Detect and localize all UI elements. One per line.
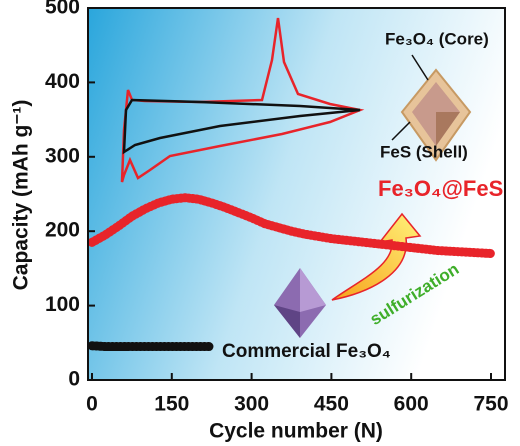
shell-pointer <box>391 121 411 141</box>
y-tick-label: 500 <box>45 0 80 19</box>
y-axis-label: Capacity (mAh g⁻¹) <box>10 100 33 291</box>
y-tick-label: 400 <box>45 70 80 93</box>
y-tick-label: 200 <box>45 219 80 242</box>
core-pointer <box>411 54 429 81</box>
core-label: Fe₃O₄ (Core) <box>385 29 489 48</box>
plot-frame <box>87 7 506 381</box>
core-icon-shade <box>436 112 460 146</box>
series-line <box>87 341 217 352</box>
octahedron-face <box>300 268 326 312</box>
x-tick-label: 750 <box>473 393 508 416</box>
shell-label: FeS (Shell) <box>380 142 468 161</box>
series-label: Fe₃O₄@FeS <box>378 176 503 201</box>
series-line <box>87 193 496 259</box>
x-tick-label: 600 <box>394 393 429 416</box>
y-tick-label: 300 <box>45 144 80 167</box>
cv-black-curve <box>122 98 361 155</box>
sulfurization-arrow <box>331 212 422 301</box>
y-tick-label: 100 <box>45 293 80 316</box>
x-axis-label: Cycle number (N) <box>209 420 383 443</box>
x-tick-label: 0 <box>86 393 98 416</box>
x-tick-label: 300 <box>234 393 269 416</box>
series-label: Commercial Fe₃O₄ <box>222 341 391 362</box>
y-tick-label: 0 <box>68 368 80 391</box>
octahedron-face <box>274 305 300 338</box>
x-tick-label: 450 <box>314 393 349 416</box>
x-tick-label: 150 <box>154 393 189 416</box>
